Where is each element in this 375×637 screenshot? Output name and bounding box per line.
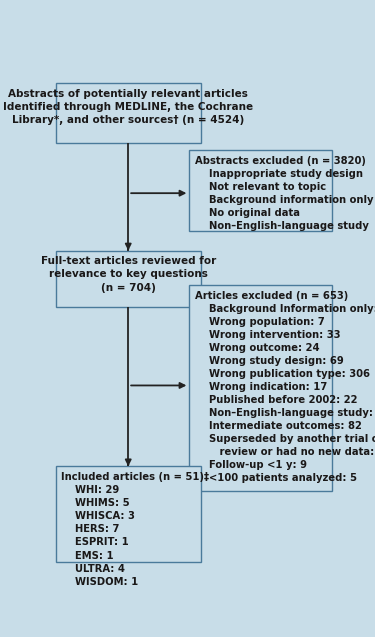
Text: Abstracts excluded (n = 3820)
    Inappropriate study design
    Not relevant to: Abstracts excluded (n = 3820) Inappropri… (195, 156, 374, 231)
FancyBboxPatch shape (56, 250, 201, 307)
Text: Articles excluded (n = 653)
    Background Information only: 42
    Wrong popula: Articles excluded (n = 653) Background I… (195, 290, 375, 483)
Text: Full-text articles reviewed for
relevance to key questions
(n = 704): Full-text articles reviewed for relevanc… (40, 257, 216, 292)
FancyBboxPatch shape (56, 466, 201, 562)
Text: Abstracts of potentially relevant articles
Identified through MEDLINE, the Cochr: Abstracts of potentially relevant articl… (3, 89, 254, 125)
FancyBboxPatch shape (189, 285, 332, 491)
Text: Included articles (n = 51)‡
    WHI: 29
    WHIMS: 5
    WHISCA: 3
    HERS: 7
 : Included articles (n = 51)‡ WHI: 29 WHIM… (62, 472, 209, 587)
FancyBboxPatch shape (56, 83, 201, 143)
FancyBboxPatch shape (189, 150, 332, 231)
